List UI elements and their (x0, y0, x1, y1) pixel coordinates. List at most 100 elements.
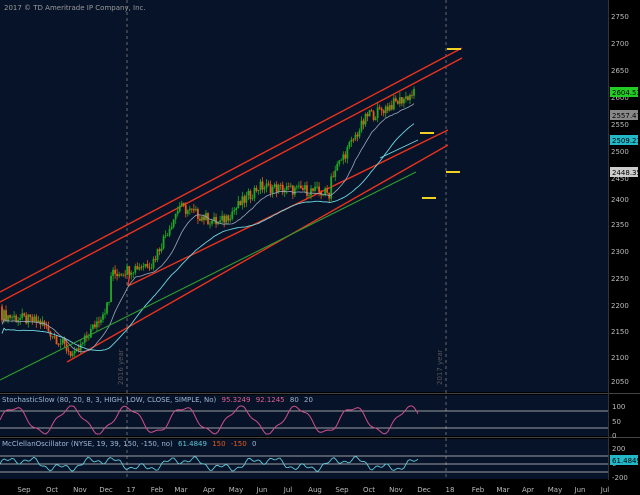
candle-body (376, 107, 379, 118)
x-axis-label: Jun (256, 486, 268, 494)
candle-body (203, 216, 205, 221)
candle-body (229, 218, 232, 221)
candle-body (318, 186, 320, 192)
price-badge (610, 135, 638, 145)
candle-body (364, 113, 367, 125)
candle-body (33, 316, 36, 322)
candle-body (156, 249, 159, 260)
price-badge-label: 2448.35 (612, 169, 640, 177)
candle-body (259, 181, 262, 191)
candle-body (152, 258, 155, 268)
x-axis-label: Dec (417, 486, 431, 494)
candle-body (396, 101, 399, 104)
candle-body (108, 302, 110, 303)
mcclellan-tick: -200 (612, 474, 628, 482)
candle-body (340, 159, 343, 161)
candle-body (370, 110, 373, 112)
candle-body (398, 97, 401, 104)
candle-body (122, 274, 125, 276)
price-badge-label: 2509.21 (612, 137, 640, 145)
candle-body (178, 205, 181, 212)
candle-body (182, 203, 185, 206)
candle-body (223, 215, 226, 223)
stochastic-level-high: 80 (289, 396, 299, 404)
x-axis-label: Jul (283, 486, 293, 494)
candle-body (233, 210, 236, 212)
candle-body (160, 248, 163, 252)
x-axis-label: Apr (203, 486, 215, 494)
candle-body (336, 163, 339, 171)
candle-body (411, 94, 413, 96)
candle-body (102, 314, 104, 320)
candle-body (192, 209, 195, 211)
candle-body (306, 185, 308, 196)
candle-body (140, 267, 143, 269)
candle-body (273, 184, 276, 187)
candle-body (63, 338, 66, 344)
candle-body (61, 338, 64, 344)
candle-body (110, 275, 112, 303)
x-axis-label: Nov (73, 486, 87, 494)
candle-body (403, 98, 405, 104)
candle-body (27, 314, 30, 324)
candle-body (275, 184, 278, 193)
candle-body (29, 314, 32, 317)
moving-average-long (0, 171, 417, 381)
x-axis-label: Aug (308, 486, 322, 494)
candle-body (344, 154, 347, 159)
candle-body (164, 235, 167, 237)
stochastic-panel (0, 395, 608, 436)
candle-body (170, 226, 173, 229)
candle-body (382, 110, 385, 114)
candle-body (358, 130, 361, 137)
candle-body (3, 310, 5, 321)
price-badge (610, 167, 638, 177)
candle-body (316, 186, 318, 188)
candle-body (211, 220, 213, 224)
candle-body (326, 188, 329, 193)
main-panel (0, 0, 608, 392)
candle-body (291, 185, 294, 195)
candle-body (348, 142, 351, 148)
stochastic-level-low: 20 (304, 396, 313, 404)
candle-body (308, 195, 310, 197)
candle-body (150, 267, 153, 269)
candle-body (134, 266, 137, 273)
candle-body (390, 105, 393, 110)
y-tick-label: 2750 (611, 13, 629, 21)
candle-body (372, 111, 375, 120)
candle-body (174, 213, 177, 220)
y-tick-label: 2400 (611, 196, 629, 204)
candle-body (176, 211, 179, 214)
candle-body (158, 249, 161, 252)
mcclellan-badge (610, 455, 638, 465)
candle-body (184, 205, 187, 214)
candle-body (146, 263, 149, 268)
stochastic-value2: 92.1245 (255, 396, 285, 404)
candle-body (21, 313, 24, 318)
candle-body (55, 336, 58, 345)
moving-average-mid (1, 123, 415, 351)
y-tick-label: 2500 (611, 148, 629, 156)
candle-body (312, 188, 314, 191)
channel-line (0, 57, 463, 303)
candle-body (142, 266, 145, 268)
candle-body (5, 310, 7, 321)
candle-body (144, 263, 147, 267)
candle-body (118, 274, 121, 277)
candle-body (124, 274, 127, 276)
candle-body (392, 98, 395, 110)
candle-body (332, 176, 335, 178)
candle-body (265, 183, 268, 188)
candle-body (334, 170, 337, 177)
candle-body (219, 220, 222, 223)
candle-body (354, 134, 357, 140)
candle-body (366, 113, 369, 117)
candle-body (65, 343, 68, 351)
candle-body (251, 198, 254, 200)
stochastic-label: StochasticSlow (80, 20, 8, 3, HIGH, LOW,… (2, 396, 217, 404)
mcclellan-value: 61.4849 (178, 440, 207, 448)
y-tick-label: 2050 (611, 378, 629, 386)
candle-body (255, 187, 258, 191)
